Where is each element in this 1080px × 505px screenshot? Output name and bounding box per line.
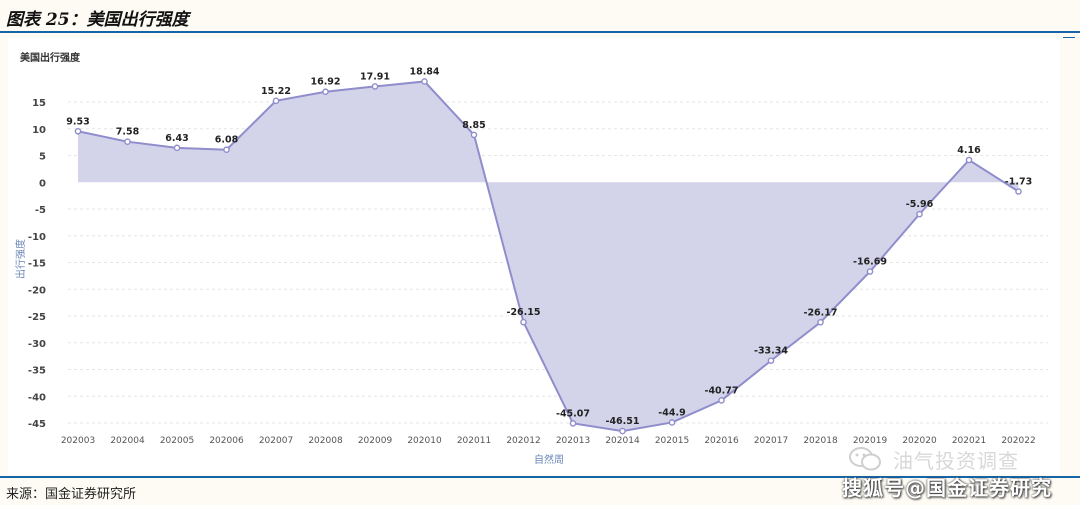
x-tick-label: 202007 (259, 436, 293, 446)
y-tick-label: -5 (35, 205, 46, 216)
y-axis: 15 10 5 0 -5 -10 -15 -20 -25 -30 -35 -40 -45 (28, 98, 46, 430)
y-tick-label: -40 (28, 392, 46, 403)
top-rule (0, 31, 1080, 33)
x-tick-label: 202005 (160, 436, 194, 446)
data-label: 17.91 (360, 71, 390, 82)
watermark-secondary: 搜狐号@国金证券研究 (842, 476, 1052, 500)
x-tick-label: 202012 (506, 436, 540, 446)
x-tick-label: 202013 (556, 436, 590, 446)
x-tick-label: 202018 (803, 436, 838, 446)
data-point (817, 318, 824, 326)
data-point (1015, 188, 1022, 195)
data-label: 9.53 (66, 116, 89, 127)
data-label: 6.08 (215, 135, 239, 146)
data-label: -26.15 (507, 307, 541, 318)
y-tick-label: -35 (28, 366, 46, 377)
area-chart: 美国出行强度 151050-5-10-15-20-25-30-35-40-45 … (14, 51, 1048, 466)
data-point (272, 97, 280, 105)
data-point (223, 146, 230, 154)
data-labels: 9.53 7.58 6.43 6.08 15.22 16.92 17.91 18.84 8.85… (66, 66, 1032, 427)
y-tick-label: -25 (28, 312, 46, 323)
x-tick-label: 202022 (1001, 436, 1035, 446)
x-tick-label: 202016 (704, 436, 739, 446)
data-point (421, 78, 428, 85)
data-label: -16.69 (853, 257, 887, 268)
x-axis-title: 自然周 (534, 453, 564, 466)
data-point (322, 88, 329, 96)
data-point (767, 357, 775, 364)
y-tick-label: 10 (32, 125, 46, 136)
data-label: 7.58 (116, 127, 140, 138)
data-point (668, 419, 676, 426)
data-label: -46.51 (606, 416, 640, 427)
side-tick (1063, 37, 1075, 38)
data-point (470, 131, 478, 139)
y-tick-label: 5 (39, 152, 46, 163)
report-title: 图表 25：美国出行强度 (6, 10, 189, 30)
series-line (77, 80, 1020, 433)
x-axis: 202003 202004 202005 202006 202007 202008 2020… (61, 436, 1036, 446)
data-point (371, 83, 379, 90)
x-tick-label: 202003 (61, 436, 95, 446)
x-tick-label: 202009 (358, 436, 393, 446)
data-point (718, 397, 725, 404)
x-tick-label: 202004 (110, 436, 145, 446)
data-label: -1.73 (1005, 177, 1032, 188)
data-label: -26.17 (804, 307, 838, 318)
y-tick-label: -30 (28, 339, 46, 350)
data-point (965, 156, 973, 164)
data-label: 4.16 (957, 145, 981, 156)
x-tick-label: 202021 (952, 436, 986, 446)
bottom-rule (0, 476, 1080, 478)
data-label: 15.22 (261, 86, 291, 97)
data-label: 16.92 (310, 77, 340, 88)
y-tick-label: 15 (32, 98, 46, 109)
chart-title: 美国出行强度 (20, 51, 81, 64)
y-tick-label: 0 (39, 178, 46, 189)
data-point (173, 144, 181, 152)
x-tick-label: 202014 (605, 436, 640, 446)
data-points (74, 78, 1022, 435)
x-tick-label: 202017 (754, 436, 788, 446)
y-tick-label: -45 (28, 419, 46, 430)
data-point (520, 318, 527, 326)
data-label: -44.9 (658, 407, 685, 418)
watermark-primary: 油气投资调查 (893, 449, 1019, 473)
y-tick-label: -20 (28, 285, 46, 296)
data-label: -40.77 (705, 385, 739, 396)
y-tick-label: -15 (28, 259, 46, 270)
data-point (619, 427, 626, 435)
x-tick-label: 202008 (308, 436, 343, 446)
source-note: 来源：国金证券研究所 (6, 487, 137, 502)
x-tick-label: 202006 (209, 436, 244, 446)
x-tick-label: 202011 (457, 436, 491, 446)
y-tick-label: -10 (28, 232, 46, 243)
area-layer (78, 81, 1019, 432)
data-point (866, 268, 874, 275)
data-label: 8.85 (462, 120, 485, 131)
data-label: 6.43 (165, 133, 188, 144)
x-tick-label: 202020 (902, 436, 937, 446)
x-tick-label: 202010 (407, 436, 442, 446)
wechat-icon (848, 446, 884, 476)
data-point (74, 127, 82, 135)
series-area (78, 81, 1019, 432)
data-point (124, 138, 131, 145)
data-label: 18.84 (409, 66, 439, 77)
y-axis-title: 出行强度 (14, 239, 27, 279)
data-label: -5.96 (906, 199, 934, 210)
data-point (569, 420, 577, 427)
chart-panel: 美国出行强度 15 10 5 0 -5 -10 -15 -20 -25 -30 -35 -40 -45 … (8, 38, 1060, 474)
data-point (916, 210, 923, 218)
x-tick-label: 202015 (655, 436, 689, 446)
data-label: -45.07 (556, 408, 590, 419)
data-label: -33.34 (754, 346, 788, 357)
line-layer (77, 80, 1020, 433)
x-tick-label: 202019 (853, 436, 888, 446)
